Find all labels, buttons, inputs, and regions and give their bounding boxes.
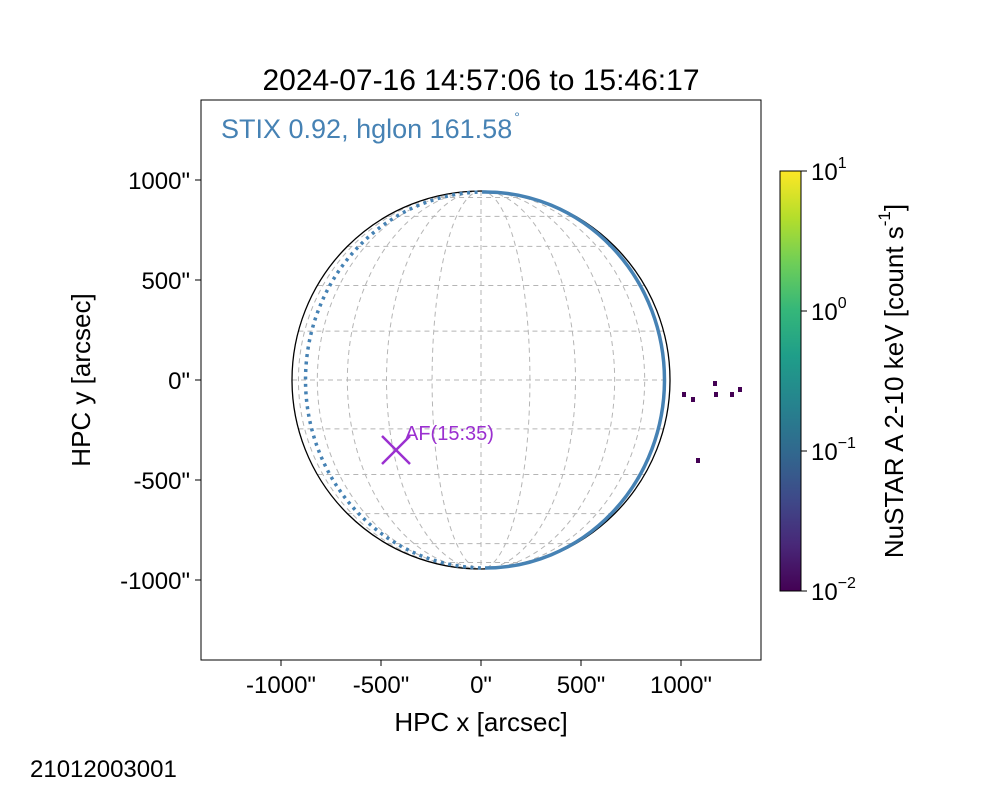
emission-pixel [714, 392, 718, 397]
colorbar-tick-label: 10−1 [811, 435, 856, 466]
plot-area [291, 190, 742, 570]
x-tick-label: -1000" [246, 672, 316, 699]
x-axis: -1000" -500" 0" 500" 1000" [246, 660, 712, 699]
longitude-line [480, 190, 616, 570]
x-tick-label: 1000" [650, 672, 712, 699]
colorbar-tick-label: 10−2 [811, 575, 856, 606]
chart-title: 2024-07-16 14:57:06 to 15:46:17 [262, 64, 699, 97]
x-axis-label: HPC x [arcsec] [394, 707, 567, 737]
colorbar-label: NuSTAR A 2-10 keV [count s-1] [875, 204, 909, 558]
y-tick-label: -500" [133, 468, 190, 495]
longitude-line [480, 190, 576, 570]
colorbar-tick-base: 10 [811, 439, 838, 466]
flare-marker [381, 435, 411, 465]
emission-pixel [691, 397, 695, 402]
emission-pixel [730, 392, 734, 397]
colorbar-tick-exponent: −2 [838, 575, 856, 592]
y-tick-label: -1000" [120, 568, 190, 595]
y-axis: 1000" 500" 0" -500" -1000" [120, 168, 201, 595]
colorbar-tick-label: 100 [811, 295, 847, 326]
longitude-line [480, 190, 531, 570]
emission-pixel [696, 458, 700, 463]
stix-limb-front [484, 190, 667, 570]
emission-pixel [713, 381, 717, 386]
observation-id: 21012003001 [30, 756, 177, 783]
y-tick-label: 0" [168, 368, 190, 395]
y-tick-label: 500" [141, 268, 190, 295]
colorbar-tick-base: 10 [811, 299, 838, 326]
stix-limb [303, 190, 667, 570]
stix-degree-symbol: ° [514, 109, 520, 125]
colorbar-label-end: ] [879, 204, 909, 211]
x-tick-label: 0" [470, 672, 492, 699]
limb-circle [291, 190, 671, 570]
colorbar-tick-base: 10 [811, 579, 838, 606]
x-tick-label: -500" [353, 672, 410, 699]
y-tick-label: 1000" [128, 168, 190, 195]
colorbar-label-exponent: -1 [875, 211, 894, 226]
flare-annotation-label: AF(15:35) [405, 423, 494, 445]
colorbar-tick-exponent: 0 [838, 295, 847, 312]
emission-pixel [682, 392, 686, 397]
colorbar-tick-label: 101 [811, 155, 847, 186]
y-axis-label: HPC y [arcsec] [66, 293, 96, 466]
longitude-line [297, 190, 482, 570]
emission-pixels [682, 381, 742, 463]
colorbar-label-text: NuSTAR A 2-10 keV [count s [879, 226, 909, 558]
solar-limb [291, 190, 671, 570]
stix-limb-back [303, 190, 486, 570]
emission-pixel [738, 387, 742, 392]
longitude-line [386, 190, 482, 570]
longitude-line [431, 190, 482, 570]
colorbar-tick-base: 10 [811, 159, 838, 186]
colorbar-tick-exponent: 1 [838, 155, 847, 172]
flare-marker-stroke [381, 435, 411, 465]
x-tick-label: 500" [557, 672, 606, 699]
colorbar-gradient [779, 170, 802, 592]
stix-label: STIX 0.92, hglon 161.58 ° [221, 109, 520, 144]
longitude-line [346, 190, 482, 570]
stix-label-text: STIX 0.92, hglon 161.58 [221, 114, 512, 144]
colorbar-tick-exponent: −1 [838, 435, 856, 452]
